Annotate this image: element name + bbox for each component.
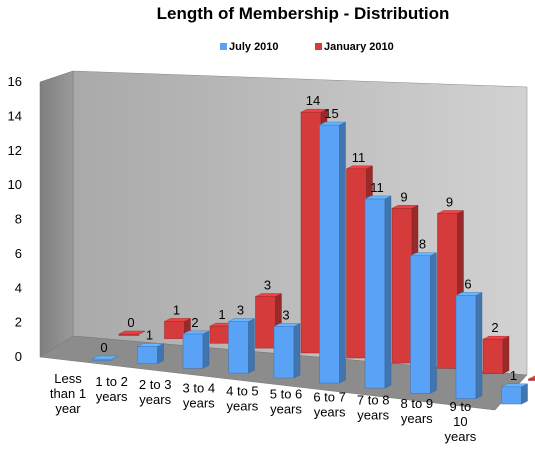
y-tick-label: 8 (15, 212, 22, 227)
bar-january-2010 (164, 318, 191, 339)
bar-july-2010 (319, 121, 346, 384)
data-label: 1 (146, 327, 153, 342)
bar-july-2010 (455, 292, 483, 399)
data-label: 1 (510, 368, 517, 383)
x-tick-label: 8 to 9 years (401, 396, 434, 426)
legend-swatch (220, 43, 227, 50)
data-label: 14 (306, 93, 320, 108)
legend: July 2010 January 2010 (220, 41, 394, 53)
x-axis: Less than 1 year 1 to 2 years 2 to 3 years 3 to… (50, 371, 477, 444)
y-tick-label: 12 (8, 143, 22, 158)
legend-swatch (315, 43, 322, 50)
data-label: 9 (400, 189, 407, 204)
bar-july-2010 (91, 355, 119, 361)
chart-title: Length of Membership - Distribution (157, 4, 450, 23)
bar-july-2010 (182, 330, 210, 369)
side-wall (39, 70, 74, 358)
y-tick-label: 4 (15, 280, 22, 295)
bar-january-2010 (482, 335, 510, 374)
x-tick-label: Less than 1 year (50, 371, 86, 416)
x-tick-label: 6 to 7 years (313, 390, 346, 420)
x-tick-label: 2 to 3 years (139, 377, 172, 407)
data-label: 2 (191, 315, 198, 330)
x-tick-label: 9 to 10 years (445, 399, 477, 444)
y-tick-label: 6 (15, 246, 22, 261)
data-label: 3 (237, 303, 244, 318)
data-label: 11 (352, 150, 366, 165)
bar-july-2010 (228, 318, 255, 374)
data-label: 3 (264, 278, 271, 293)
data-label: 15 (324, 106, 338, 121)
x-tick-label: 5 to 6 years (270, 387, 303, 417)
data-label: 3 (282, 307, 289, 322)
legend-label: July 2010 (229, 41, 279, 53)
bar-july-2010 (410, 252, 437, 394)
x-tick-label: 1 to 2 years (95, 374, 128, 404)
y-tick-label: 14 (8, 108, 22, 123)
bar-january-2010 (528, 375, 535, 381)
data-label: 1 (218, 307, 225, 322)
data-label: 11 (370, 180, 384, 195)
bar-july-2010 (501, 383, 528, 405)
x-tick-label: 3 to 4 years (183, 380, 216, 410)
x-tick-label: 7 to 8 years (357, 393, 390, 423)
data-label: 1 (173, 302, 180, 317)
data-label: 9 (446, 195, 453, 210)
bar-july-2010 (137, 343, 164, 364)
data-label: 8 (419, 237, 426, 252)
y-tick-label: 16 (8, 74, 22, 89)
x-tick-label: 4 to 5 years (226, 383, 259, 413)
bars (91, 108, 535, 405)
data-label: 2 (491, 320, 498, 335)
bar-january-2010 (118, 330, 146, 336)
y-tick-label: 10 (8, 177, 22, 192)
y-axis: 0 2 4 6 8 10 12 14 16 (8, 74, 22, 364)
y-tick-label: 0 (15, 349, 22, 364)
data-label: 0 (127, 315, 134, 330)
legend-label: January 2010 (324, 41, 394, 53)
data-label: 6 (464, 276, 471, 291)
y-tick-label: 2 (15, 315, 22, 330)
bar-july-2010 (364, 195, 392, 389)
bar-july-2010 (273, 323, 301, 379)
data-labels: 011314119920012331511861 (100, 93, 517, 383)
data-label: 0 (100, 340, 107, 355)
